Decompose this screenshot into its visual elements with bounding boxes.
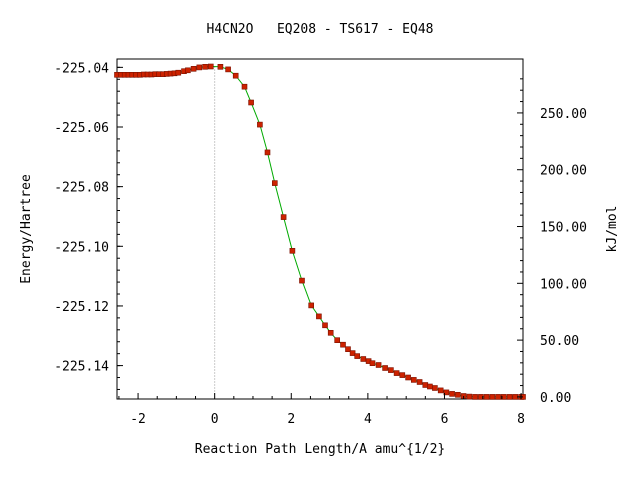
data-point [416, 379, 423, 385]
data-point [308, 302, 315, 309]
data-point [393, 370, 400, 376]
data-point [334, 337, 341, 344]
data-point [432, 385, 438, 391]
y-tick-label: -225.10 [54, 240, 109, 255]
energy-curve [117, 65, 523, 398]
data-point [316, 313, 322, 320]
y-tick-label: -225.12 [54, 300, 109, 315]
data-point [483, 394, 490, 400]
data-point [506, 394, 513, 400]
data-point [427, 383, 433, 390]
data-point [232, 72, 239, 79]
data-point [489, 394, 496, 400]
y-axis-label: Energy/Hartree [19, 174, 34, 284]
data-point [405, 374, 411, 381]
data-point [349, 350, 356, 356]
data-point [443, 389, 450, 396]
data-point [382, 365, 388, 371]
data-point [375, 362, 382, 368]
data-point [299, 277, 305, 284]
data-point [466, 393, 473, 400]
data-point [422, 382, 429, 388]
data-point [495, 394, 501, 400]
y2-axis-label: kJ/mol [605, 206, 620, 253]
data-point [241, 83, 248, 90]
data-point [196, 64, 203, 71]
data-point [225, 66, 231, 73]
x-tick-label: 6 [441, 412, 449, 427]
data-point [257, 121, 263, 128]
x-tick-label: 8 [517, 412, 525, 427]
y2-tick-label: 200.00 [540, 164, 587, 179]
x-tick-label: 4 [364, 412, 372, 427]
data-point [264, 149, 271, 156]
data-point [399, 372, 406, 378]
data-point [327, 329, 334, 336]
data-point [248, 99, 254, 106]
data-point [185, 67, 191, 74]
data-point [388, 367, 394, 373]
data-point [175, 69, 182, 76]
y-tick-label: -225.04 [54, 61, 109, 76]
data-point [354, 353, 361, 359]
data-point [217, 64, 224, 70]
data-point [500, 394, 507, 400]
data-point [280, 214, 287, 220]
data-point [455, 391, 461, 398]
y2-tick-label: 250.00 [540, 107, 587, 122]
data-point [478, 394, 484, 400]
data-point [289, 248, 296, 254]
chart-title: H4CN2O EQ208 - TS617 - EQ48 [207, 22, 434, 37]
x-tick-label: 0 [211, 412, 219, 427]
y2-tick-label: 0.00 [540, 391, 571, 406]
y-tick-label: -225.14 [54, 360, 109, 375]
data-point [340, 341, 346, 348]
y-tick-label: -225.08 [54, 181, 109, 196]
data-point [271, 180, 278, 186]
data-point [369, 360, 376, 367]
data-point [345, 346, 351, 353]
y2-tick-label: 100.00 [540, 277, 587, 292]
data-point [322, 322, 328, 329]
data-point [437, 387, 444, 394]
x-axis-label: Reaction Path Length/A amu^{1/2} [195, 442, 445, 457]
y2-tick-label: 50.00 [540, 334, 579, 349]
y-tick-label: -225.06 [54, 121, 109, 136]
data-point [472, 394, 478, 400]
x-tick-label: 2 [287, 412, 295, 427]
data-point [190, 66, 197, 72]
data-point [360, 356, 367, 362]
data-point [208, 63, 214, 70]
x-tick-label: -2 [130, 412, 146, 427]
data-point [449, 391, 455, 397]
y2-tick-label: 150.00 [540, 221, 587, 236]
data-point [202, 64, 208, 70]
plot-frame [116, 58, 524, 400]
data-point [410, 377, 417, 383]
